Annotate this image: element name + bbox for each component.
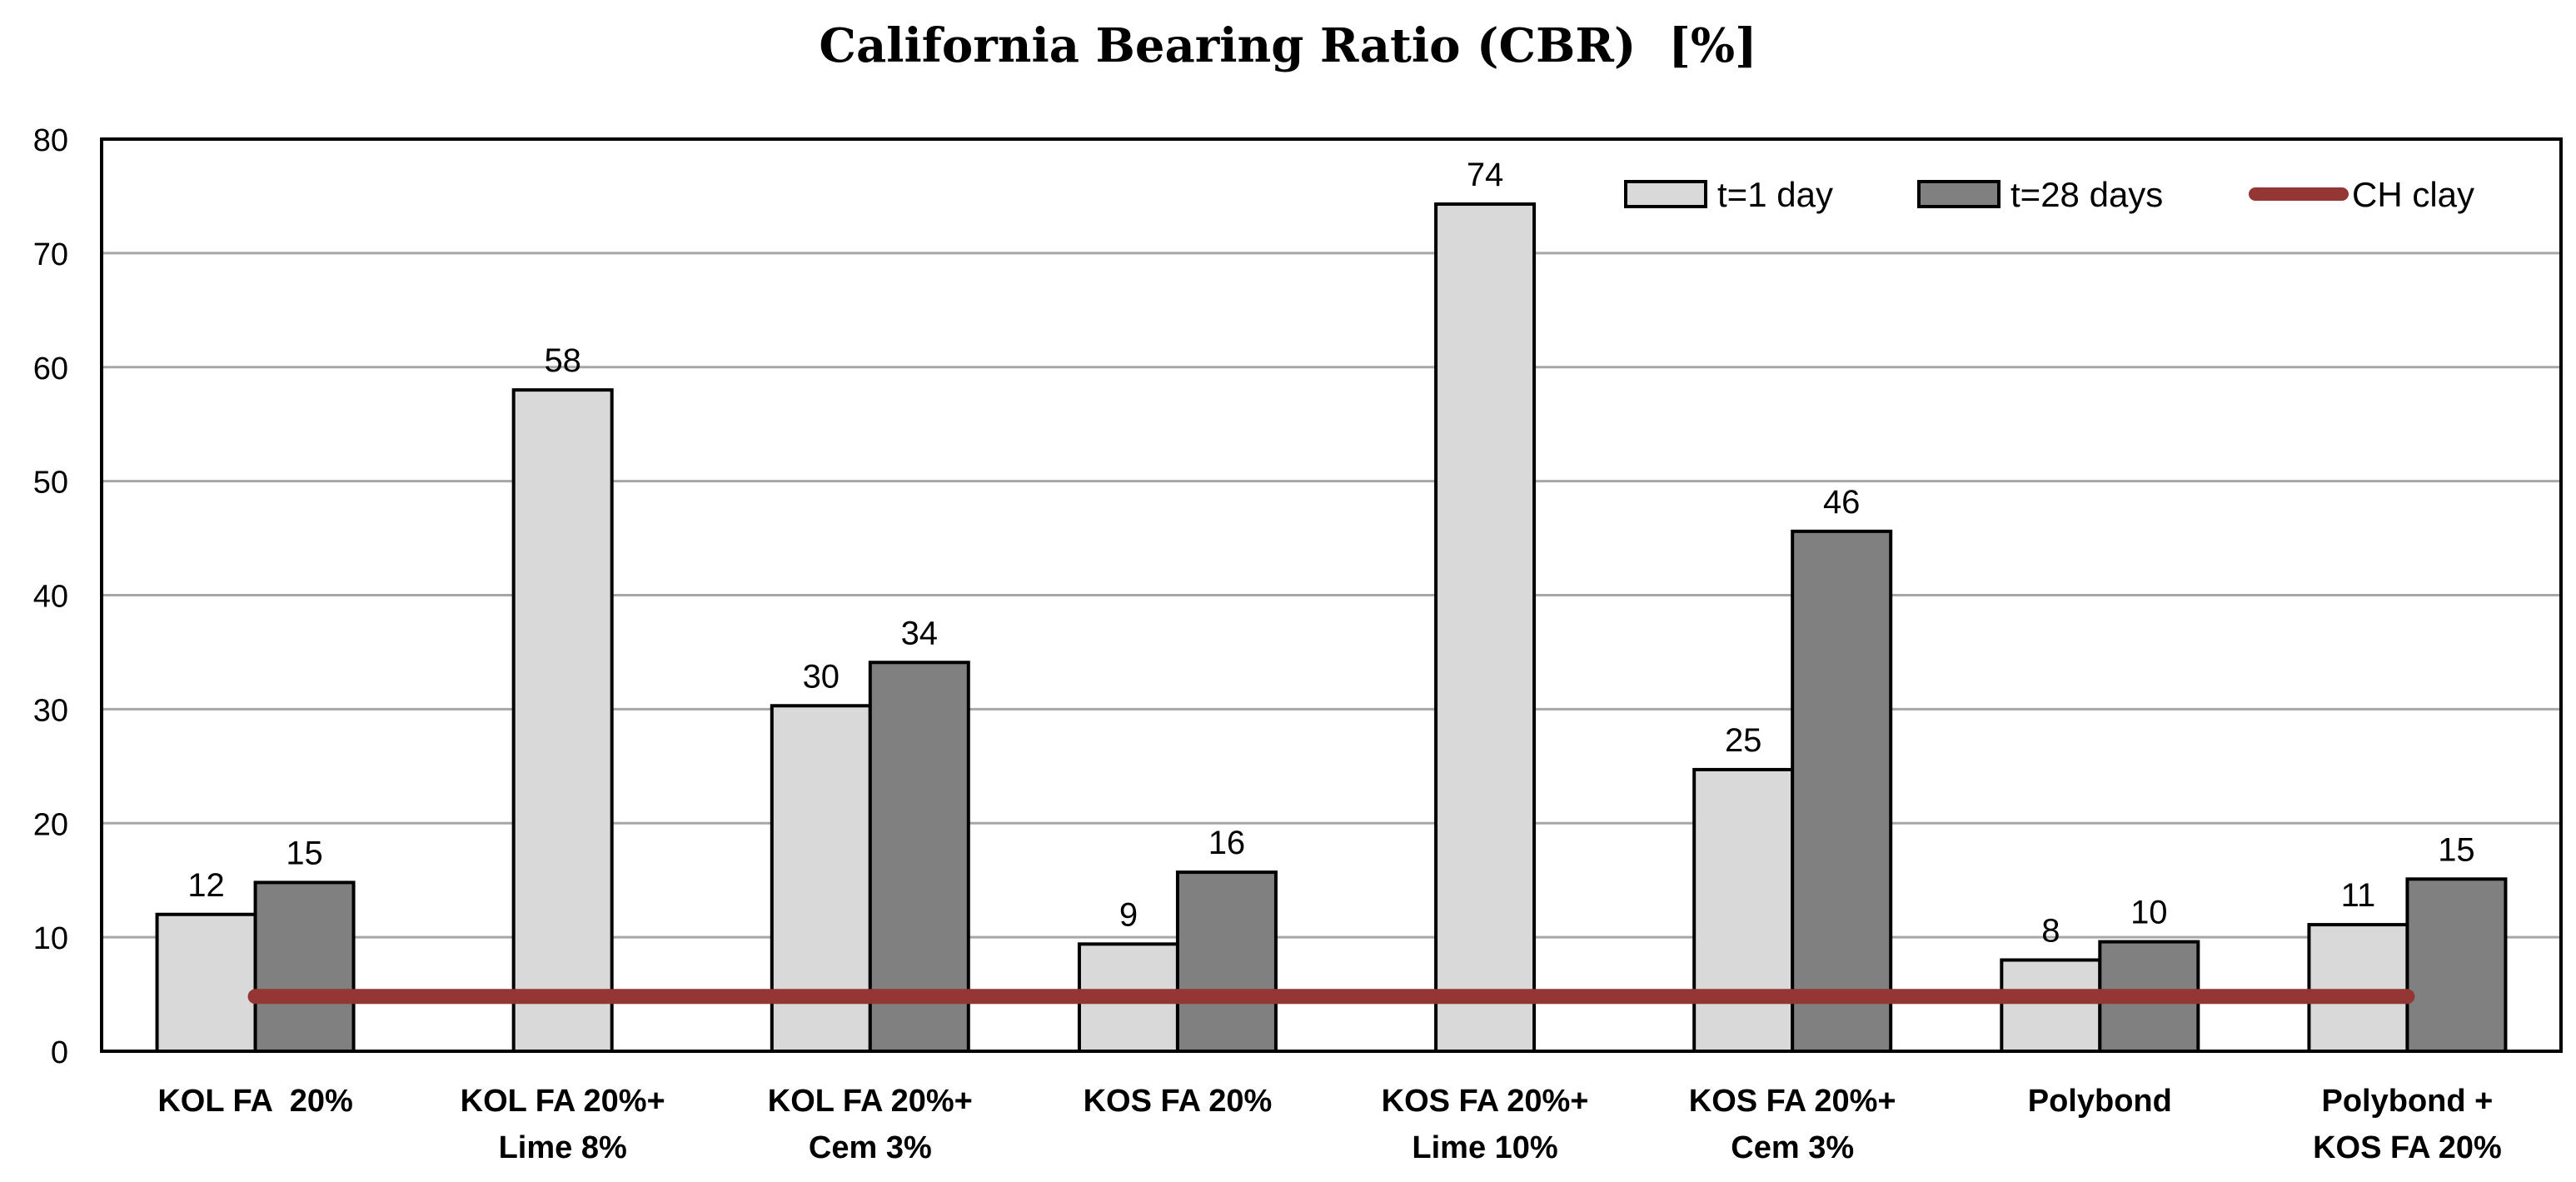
y-tick-label: 60 [33, 352, 68, 387]
legend-label: t=1 day [1717, 175, 1833, 214]
data-label: 15 [286, 835, 323, 871]
y-tick-label: 30 [33, 693, 68, 728]
legend-swatch [1917, 180, 2001, 208]
legend-label: CH clay [2352, 175, 2474, 214]
category-label: Polybond + KOS FA 20% [2313, 1084, 2502, 1165]
data-label: 10 [2130, 895, 2168, 931]
data-label: 58 [544, 342, 581, 379]
data-label: 11 [2341, 877, 2376, 914]
plot-frame [100, 137, 2563, 1053]
x-axis-categories: KOL FA 20% KOL FA 20%+ Lime 8% KOL FA 20%+ C… [157, 1084, 2501, 1165]
legend-swatch [1624, 180, 1707, 208]
data-label: 30 [803, 658, 840, 695]
data-label: 74 [1467, 157, 1504, 193]
data-label: 25 [1725, 722, 1762, 759]
legend-item-ch-clay: CH clay [2249, 175, 2474, 214]
y-axis-ticks: 0 10 20 30 40 50 60 70 80 [33, 123, 68, 1070]
bar [1692, 767, 1795, 1053]
data-label: 9 [1119, 896, 1138, 933]
bar [1791, 529, 1893, 1053]
bar [2000, 958, 2102, 1053]
bar [511, 388, 614, 1053]
bar [2307, 923, 2409, 1053]
plot-area-border [100, 137, 2563, 1053]
y-tick-label: 70 [33, 237, 68, 272]
chart-title: California Bearing Ratio (CBR) [%] [819, 18, 1757, 73]
category-label: KOS FA 20%+ Lime 10% [1382, 1084, 1589, 1165]
y-tick-label: 40 [33, 580, 68, 615]
data-label: 34 [901, 615, 939, 651]
y-tick-label: 0 [51, 1035, 68, 1070]
gridlines [102, 252, 2561, 939]
category-label: Polybond [2028, 1084, 2172, 1119]
legend: t=1 day t=28 days CH clay [1624, 175, 2474, 214]
bar [2405, 877, 2508, 1053]
data-label: 15 [2438, 831, 2475, 868]
bar [1175, 870, 1278, 1053]
category-label: KOS FA 20%+ Cem 3% [1689, 1084, 1896, 1165]
category-label: KOS FA 20% [1084, 1084, 1273, 1119]
y-tick-label: 50 [33, 466, 68, 501]
data-label: 8 [2041, 913, 2060, 950]
legend-label: t=28 days [2010, 175, 2163, 214]
legend-item-t28: t=28 days [1917, 175, 2163, 214]
data-labels: 12 15 58 30 34 9 16 74 25 46 8 10 11 15 [187, 157, 2474, 949]
data-label: 46 [1823, 484, 1861, 521]
data-label: 16 [1208, 825, 1246, 861]
category-label: KOL FA 20%+ Lime 8% [461, 1084, 665, 1165]
bar [253, 880, 356, 1054]
bar [868, 661, 970, 1053]
bar [155, 912, 257, 1053]
category-label: KOL FA 20% [157, 1084, 352, 1119]
y-tick-label: 80 [33, 123, 68, 158]
legend-item-t1: t=1 day [1624, 175, 1833, 214]
category-label: KOL FA 20%+ Cem 3% [768, 1084, 973, 1165]
y-tick-label: 10 [33, 921, 68, 956]
data-label: 12 [187, 867, 225, 904]
bar [1434, 202, 1537, 1054]
y-tick-label: 20 [33, 807, 68, 842]
